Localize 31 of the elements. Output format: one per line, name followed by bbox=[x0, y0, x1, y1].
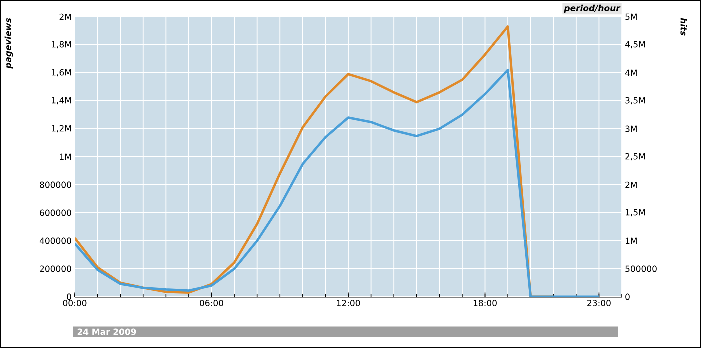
y2-tick-label: 1M bbox=[626, 238, 637, 244]
y2-tick-label: 3,5M bbox=[626, 97, 646, 105]
y-tick-label: 1M bbox=[60, 154, 72, 160]
y-tick-label: 1,2M bbox=[52, 125, 72, 133]
x-tick-label: 23:00 bbox=[588, 300, 611, 306]
y2-tick-label: 500000 bbox=[626, 266, 657, 272]
x-tick-label: 06:00 bbox=[200, 300, 224, 306]
y2-tick-label: 2M bbox=[626, 182, 637, 188]
text: period/hour bbox=[564, 4, 621, 14]
y-tick-label: 600000 bbox=[40, 210, 72, 216]
y-tick-label: 0 bbox=[67, 294, 72, 300]
y-tick-label: 800000 bbox=[40, 182, 72, 188]
y2-axis-title: hits bbox=[680, 18, 688, 36]
y-axis-title: pageviews bbox=[4, 18, 14, 69]
y-tick-label: 2M bbox=[60, 14, 72, 20]
x-tick-label: 18:00 bbox=[474, 300, 497, 306]
y-tick-label: 200000 bbox=[40, 266, 72, 272]
y2-tick-label: 4,5M bbox=[625, 41, 646, 49]
y-tick-label: 400000 bbox=[40, 238, 72, 244]
y-tick-label: 1,6M bbox=[52, 69, 72, 77]
text: 24 Mar 2009 bbox=[78, 328, 136, 336]
y2-tick-label: 0 bbox=[626, 294, 630, 300]
y2-tick-label: 2,5M bbox=[626, 153, 646, 161]
y2-tick-label: 4M bbox=[625, 70, 637, 76]
y2-tick-label: 1,5M bbox=[626, 209, 646, 217]
y2-tick-label: 5M bbox=[626, 14, 637, 20]
y-tick-label: 1,8M bbox=[52, 41, 72, 49]
y2-tick-label: 3M bbox=[626, 126, 637, 132]
x-tick-label: 12:00 bbox=[337, 300, 360, 306]
y-tick-label: 1,4M bbox=[52, 97, 72, 105]
x-tick-label: 00:00 bbox=[63, 300, 87, 306]
